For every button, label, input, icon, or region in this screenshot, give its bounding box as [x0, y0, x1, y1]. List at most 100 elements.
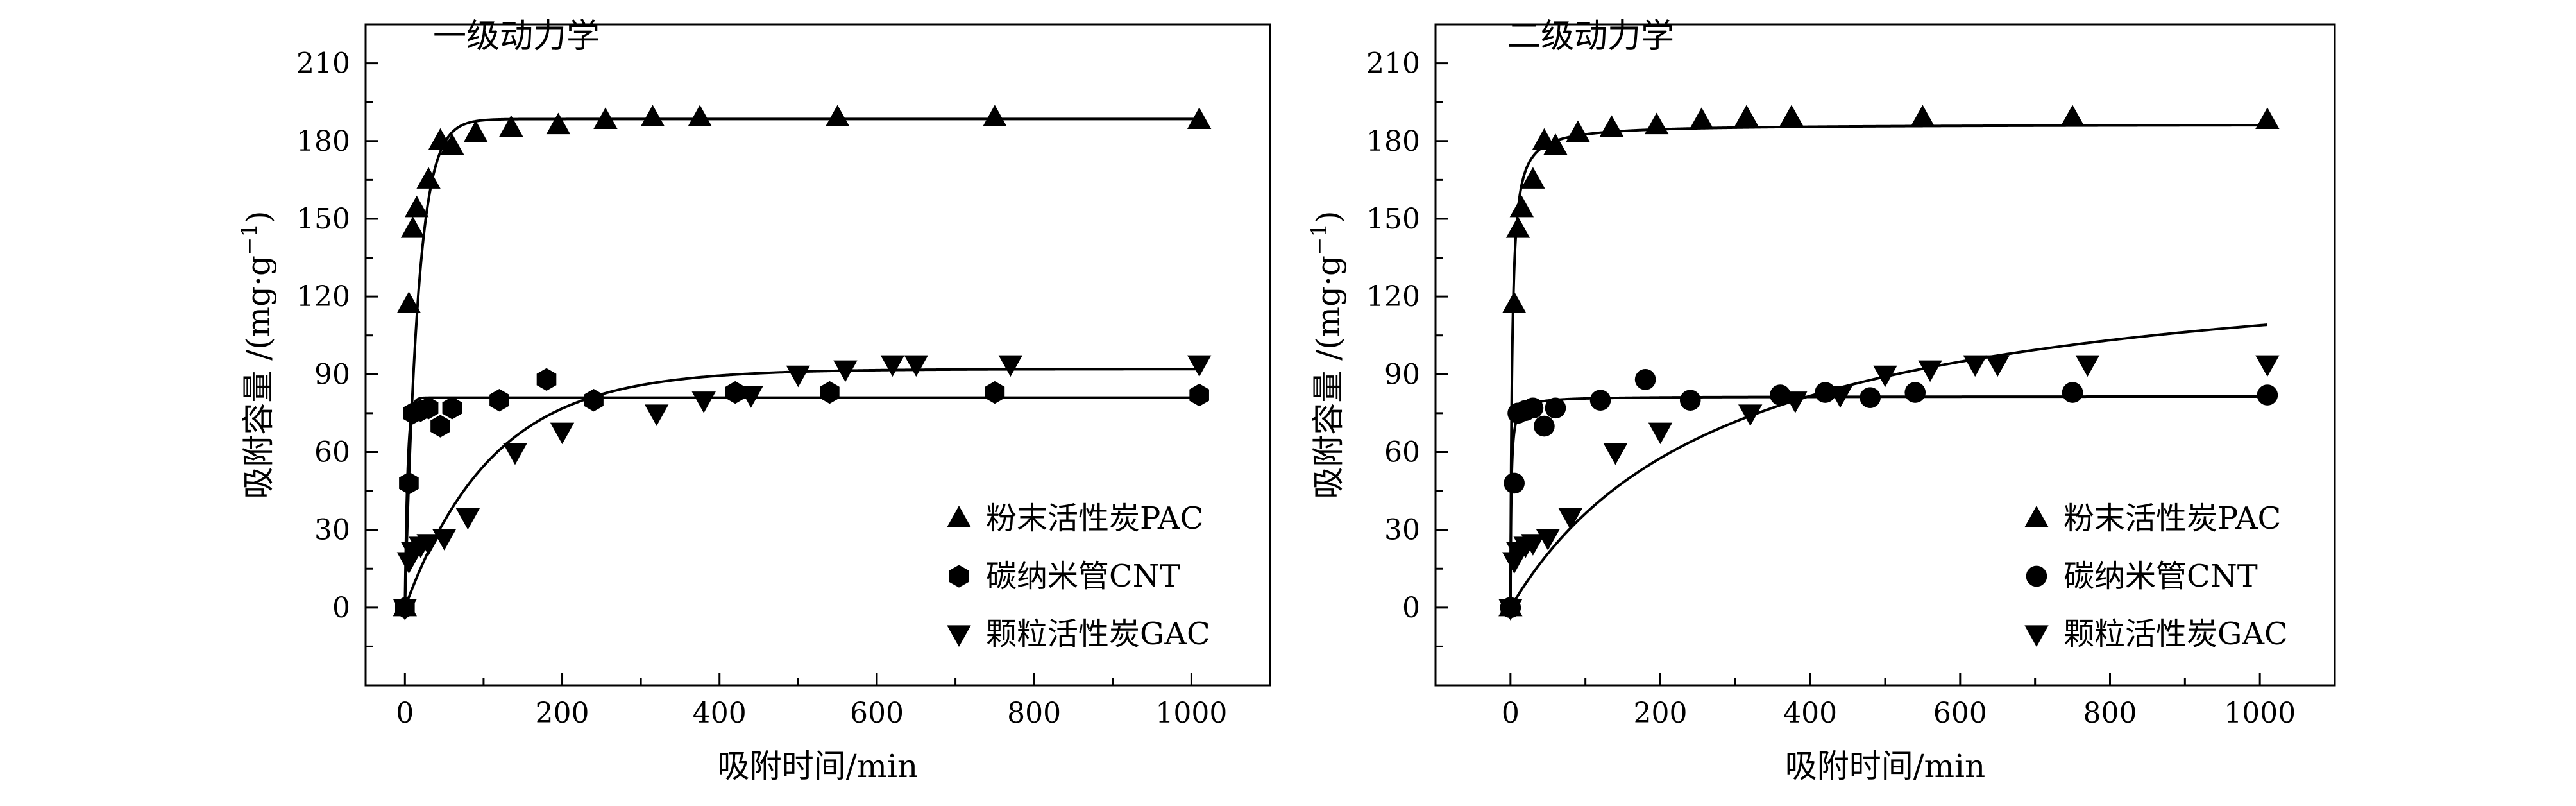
data-point — [904, 355, 928, 377]
y-tick-label: 150 — [296, 203, 350, 236]
data-point — [1783, 391, 1808, 413]
fit-curve — [1509, 323, 2268, 609]
data-point — [442, 397, 462, 420]
data-point — [688, 105, 712, 126]
data-point — [393, 599, 418, 621]
data-point — [1543, 133, 1568, 155]
data-point — [536, 368, 557, 391]
data-point — [1498, 599, 1523, 621]
y-tick-label: 30 — [314, 514, 350, 547]
data-point — [1504, 472, 1525, 494]
data-point — [1690, 107, 1714, 130]
y-tick-label: 0 — [1402, 592, 1420, 624]
y-tick-label: 60 — [1384, 436, 1420, 468]
data-point — [983, 105, 1007, 126]
data-point — [1985, 355, 2010, 377]
legend-marker — [2026, 565, 2047, 587]
y-tick-label: 30 — [1384, 514, 1420, 547]
y-tick-label: 90 — [314, 358, 350, 391]
data-point — [418, 397, 439, 420]
legend-marker — [949, 565, 969, 588]
data-point — [1521, 167, 1545, 189]
y-tick-label: 210 — [296, 47, 350, 80]
data-point — [432, 529, 457, 551]
data-point — [1558, 508, 1582, 530]
data-point — [546, 112, 571, 135]
data-point — [455, 508, 480, 530]
y-tick-label: 210 — [1366, 47, 1420, 80]
data-point — [1860, 387, 1881, 408]
data-point — [1634, 369, 1656, 390]
data-point — [550, 422, 575, 445]
data-point — [2255, 355, 2280, 377]
x-tick-label: 800 — [1007, 697, 1061, 730]
x-tick-label: 600 — [850, 697, 904, 730]
data-point — [1566, 120, 1590, 142]
x-tick-label: 600 — [1933, 697, 1987, 730]
data-point — [786, 365, 811, 388]
x-axis-title: 吸附时间/min — [1785, 748, 1985, 785]
y-tick-label: 150 — [1366, 203, 1420, 236]
y-axis-title: 吸附容量 /(mg·g−1) — [1307, 210, 1347, 499]
y-tick-label: 120 — [1366, 280, 1420, 313]
x-tick-label: 200 — [1634, 697, 1688, 730]
legend-label: 粉末活性炭PAC — [986, 501, 1203, 536]
data-point — [1187, 107, 1212, 130]
data-point — [1738, 404, 1763, 426]
x-tick-label: 0 — [396, 697, 414, 730]
data-point — [2062, 382, 2083, 403]
data-point — [416, 534, 441, 556]
data-point — [825, 105, 850, 126]
data-point — [2255, 107, 2280, 130]
y-tick-label: 60 — [314, 436, 350, 468]
data-point — [1873, 365, 1897, 388]
data-point — [1589, 390, 1611, 411]
legend-label: 粉末活性炭PAC — [2063, 501, 2281, 536]
data-point — [640, 105, 665, 126]
plot-frame — [364, 23, 1271, 687]
data-point — [1770, 384, 1791, 406]
data-point — [820, 381, 840, 404]
data-point — [1521, 534, 1545, 556]
y-tick-label: 180 — [1366, 125, 1420, 158]
data-point — [399, 472, 419, 495]
data-point — [1534, 415, 1555, 437]
data-point — [1734, 105, 1759, 126]
data-point — [1904, 382, 1926, 403]
panel-title: 一级动力学 — [433, 17, 600, 56]
data-point — [644, 404, 669, 426]
data-point — [1509, 195, 1534, 218]
x-tick-label: 400 — [693, 697, 747, 730]
data-point — [739, 386, 763, 408]
data-point — [1644, 112, 1669, 135]
x-tick-label: 1000 — [2224, 697, 2296, 730]
legend-label: 颗粒活性炭GAC — [986, 616, 1210, 652]
fit-curve — [403, 368, 1199, 609]
data-point — [404, 195, 429, 218]
data-point — [1187, 355, 1212, 377]
y-tick-label: 180 — [296, 125, 350, 158]
data-point — [1779, 105, 1804, 126]
data-point — [880, 355, 905, 377]
y-axis-title: 吸附容量 /(mg·g−1) — [237, 210, 277, 499]
x-tick-label: 800 — [2083, 697, 2137, 730]
data-point — [1679, 390, 1701, 411]
legend-marker — [947, 625, 971, 647]
data-point — [499, 115, 523, 137]
chart-panel-second-order: 0 200 400 600 800 1000 0 30 60 90 120 150 180 210 吸附时间… — [1307, 17, 2336, 785]
data-point — [396, 291, 421, 313]
data-point — [2257, 384, 2278, 406]
data-point — [1603, 443, 1628, 465]
data-point — [1918, 360, 1942, 382]
data-point — [400, 216, 425, 238]
fit-curve — [1509, 124, 2267, 608]
data-point — [593, 107, 618, 130]
x-tick-label: 0 — [1502, 697, 1520, 730]
data-point — [1828, 386, 1852, 408]
data-point — [1189, 383, 1209, 407]
data-point — [2075, 355, 2100, 377]
x-tick-label: 200 — [536, 697, 589, 730]
data-point — [998, 355, 1023, 377]
fit-curve — [403, 396, 1199, 608]
